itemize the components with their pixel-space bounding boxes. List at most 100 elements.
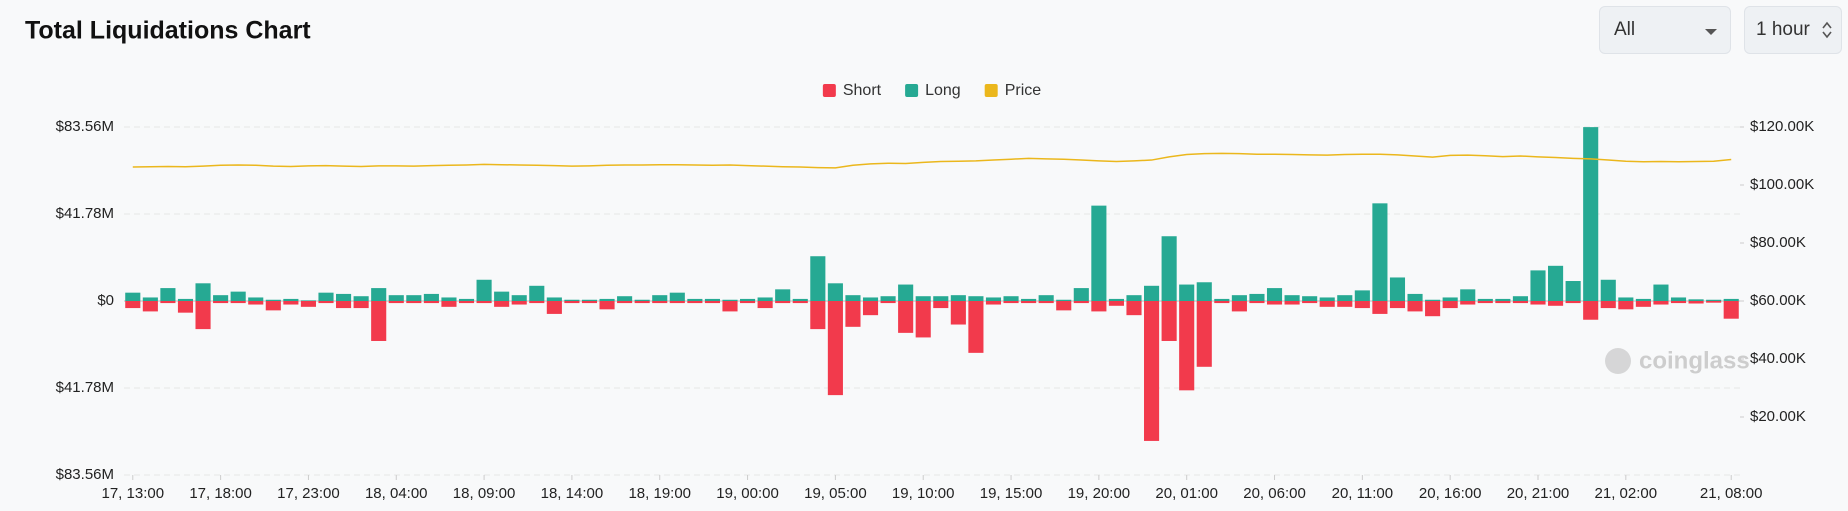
y-tick-label: $41.78M [56,379,114,396]
bar [1442,297,1458,301]
bar [406,301,422,304]
bar [1618,301,1634,310]
bar [1583,301,1599,320]
bar [1266,301,1283,305]
bar [283,301,299,305]
bar [1144,285,1160,301]
bar [652,301,668,304]
bar [933,296,949,301]
bar [546,297,562,301]
bar [1126,301,1142,316]
bar [142,301,158,312]
bar [845,301,861,327]
bar [265,301,281,311]
bar [1565,281,1581,301]
bar [1073,301,1089,304]
bar [213,301,229,304]
bar [1635,298,1651,301]
bar [388,295,404,301]
legend-label: Long [925,82,961,99]
bar [792,298,808,301]
bar [1108,301,1124,306]
legend-label: Short [843,82,882,99]
y-tick-label: $0 [97,292,114,309]
bar [195,283,211,301]
bar [195,301,211,330]
y2-tick-label: $40.00K [1750,350,1806,367]
bar [1284,301,1300,305]
bar [775,289,791,301]
bar [441,297,457,301]
legend-swatch [984,84,998,97]
bar [1389,301,1406,309]
bar [213,295,229,301]
bar [1706,301,1722,303]
bar [1477,298,1493,301]
x-tick-label: 18, 04:00 [365,485,428,502]
bar [827,283,843,301]
bar [1653,284,1669,301]
bar [1319,301,1335,307]
bar [1548,265,1564,301]
interval-value: 1 hour [1756,19,1810,40]
bar [177,298,194,301]
bar [125,301,141,309]
bar [265,299,281,301]
bar [669,292,685,301]
bar [1108,298,1124,301]
bar [1600,279,1616,301]
dropdown-caret [1705,29,1717,35]
bar [757,297,773,301]
bar [1161,236,1177,301]
bar [985,301,1002,305]
bar [1688,299,1704,301]
bar [371,288,387,301]
bar [669,301,685,304]
bar [1231,301,1247,312]
bar [1653,301,1669,305]
bar [1319,297,1335,301]
bar [581,299,598,301]
y-tick-label: $83.56M [56,118,114,135]
bar [687,298,703,301]
bar [722,299,738,301]
y-tick-label: $41.78M [56,205,114,222]
x-tick-label: 19, 15:00 [980,485,1043,502]
bar [1442,301,1458,309]
bar [950,301,966,325]
bar [353,301,369,309]
bar [125,292,141,301]
spinner-arrows [1822,21,1832,39]
y2-tick-label: $100.00K [1750,176,1814,193]
bar [1495,298,1511,301]
bar [652,295,668,301]
bar [1056,301,1072,311]
y2-tick-label: $120.00K [1750,118,1814,135]
bar [898,284,914,301]
bar [300,300,316,301]
bar [1530,301,1546,305]
bar [1337,295,1353,301]
x-tick-label: 20, 01:00 [1155,485,1218,502]
bar [985,297,1002,301]
bar [1425,299,1441,301]
bar [599,301,615,310]
x-tick-label: 20, 06:00 [1243,485,1306,502]
bar [160,301,176,304]
bar [564,299,580,301]
bar [915,301,931,338]
interval-select[interactable]: 1 hour [1744,6,1842,54]
bar [1635,301,1651,307]
bar [1512,296,1528,301]
bar [529,301,545,304]
bar [792,301,808,304]
watermark-icon [1605,348,1631,374]
bar [142,297,158,301]
bar [1723,301,1739,319]
market-select[interactable]: All [1599,6,1731,54]
bar [423,293,439,301]
bar [1302,301,1318,304]
bar [1407,293,1423,301]
bar [880,296,896,301]
